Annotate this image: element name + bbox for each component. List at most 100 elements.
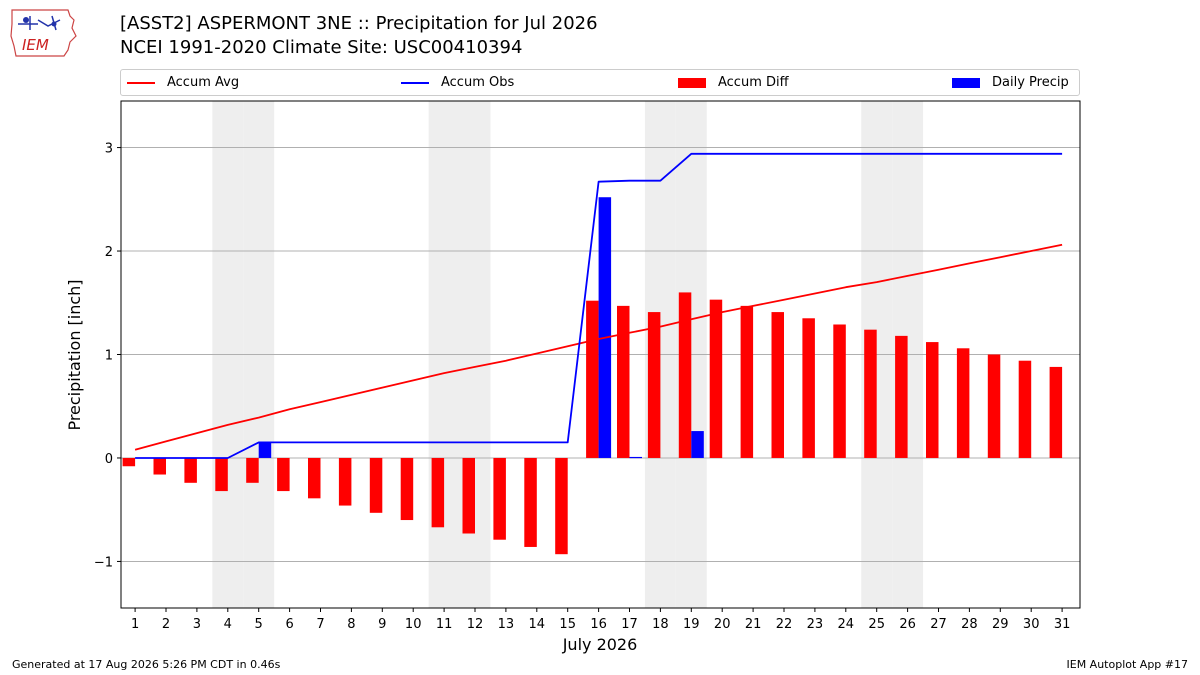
accum-diff-bar-day-28 <box>956 348 970 458</box>
legend-item-accum-diff: Accum Diff <box>678 70 789 95</box>
x-tick-label-22: 22 <box>776 617 793 632</box>
x-tick-label-5: 5 <box>255 617 263 632</box>
footer-app-text: IEM Autoplot App #17 <box>1066 658 1189 671</box>
accum-diff-bar-day-21 <box>740 305 754 458</box>
iowa-map-icon: IEM <box>10 9 77 57</box>
accum-diff-bar-day-29 <box>987 354 1001 458</box>
accum-diff-bar-day-12 <box>462 457 475 534</box>
accum-diff-bar-day-16 <box>586 300 599 458</box>
accum-diff-bar-day-11 <box>431 457 445 528</box>
y-tick-label--1: −1 <box>94 555 113 570</box>
x-tick-label-23: 23 <box>807 617 824 632</box>
x-tick-label-28: 28 <box>961 617 978 632</box>
legend-label-daily-precip: Daily Precip <box>992 75 1069 90</box>
title-line-1: [ASST2] ASPERMONT 3NE :: Precipitation f… <box>120 13 598 34</box>
accum-diff-bar-day-2 <box>153 457 166 475</box>
accum-obs-line <box>135 152 1063 459</box>
accum-diff-bar-day-27 <box>926 342 939 458</box>
legend-swatch-accum-obs <box>401 81 429 84</box>
accum-diff-bar-day-31 <box>1049 366 1063 458</box>
accum-diff-bar-day-24 <box>833 324 846 458</box>
line-series <box>134 152 1063 459</box>
x-tick-label-8: 8 <box>347 617 355 632</box>
accum-diff-bar-day-7 <box>308 457 321 499</box>
daily-precip-bar-day-5 <box>258 442 272 458</box>
x-tick-label-14: 14 <box>529 617 546 632</box>
accum-diff-bar-day-19 <box>678 292 692 458</box>
accum-diff-bar-day-18 <box>647 312 661 458</box>
y-tick-label-3: 3 <box>105 142 113 157</box>
y-axis-label: Precipitation [inch] <box>65 279 84 430</box>
x-tick-label-29: 29 <box>992 617 1009 632</box>
accum-diff-bar-day-17 <box>617 305 630 458</box>
bar-series <box>122 197 1063 555</box>
x-tick-label-13: 13 <box>498 617 515 632</box>
accum-diff-bar-day-6 <box>277 457 290 492</box>
legend-item-accum-obs: Accum Obs <box>401 70 514 95</box>
x-tick-label-3: 3 <box>193 617 201 632</box>
accum-diff-bar-day-20 <box>709 299 723 458</box>
accum-diff-bar-day-23 <box>802 318 815 458</box>
x-tick-label-26: 26 <box>899 617 916 632</box>
logo-text: IEM <box>22 36 49 54</box>
x-tick-label-11: 11 <box>436 617 453 632</box>
accum-diff-bar-day-13 <box>493 457 506 540</box>
x-tick-label-4: 4 <box>224 617 232 632</box>
y-tick-label-2: 2 <box>105 245 113 260</box>
title-line-2: NCEI 1991-2020 Climate Site: USC00410394 <box>120 37 523 58</box>
x-tick-label-21: 21 <box>745 617 762 632</box>
x-axis-label: July 2026 <box>562 635 638 654</box>
x-tick-label-18: 18 <box>652 617 669 632</box>
accum-diff-bar-day-15 <box>555 457 568 555</box>
iem-logo: IEM <box>8 6 80 58</box>
daily-precip-bar-day-16 <box>598 197 612 458</box>
x-tick-label-15: 15 <box>559 617 576 632</box>
accum-diff-bar-day-8 <box>338 457 352 506</box>
legend-item-daily-precip: Daily Precip <box>952 70 1069 95</box>
accum-avg-line <box>134 243 1063 451</box>
accum-diff-bar-day-10 <box>400 457 414 521</box>
accum-diff-bar-day-22 <box>771 312 784 458</box>
x-tick-label-9: 9 <box>378 617 386 632</box>
x-tick-label-27: 27 <box>930 617 947 632</box>
x-tick-label-16: 16 <box>590 617 607 632</box>
daily-precip-bar-day-19 <box>691 431 704 458</box>
accum-diff-bar-day-14 <box>524 457 537 547</box>
accum-diff-bar-day-4 <box>215 457 228 492</box>
x-tick-label-24: 24 <box>838 617 855 632</box>
x-tick-label-25: 25 <box>868 617 885 632</box>
legend-swatch-accum-diff <box>678 77 706 88</box>
x-tick-label-1: 1 <box>131 617 139 632</box>
legend-label-accum-diff: Accum Diff <box>718 75 789 90</box>
x-tick-label-31: 31 <box>1054 617 1071 632</box>
x-tick-label-7: 7 <box>316 617 324 632</box>
x-tick-label-2: 2 <box>162 617 170 632</box>
legend: Accum Avg Accum Obs Accum Diff Daily Pre… <box>120 69 1080 96</box>
x-tick-label-20: 20 <box>714 617 731 632</box>
x-tick-label-17: 17 <box>621 617 638 632</box>
legend-swatch-daily-precip <box>952 77 980 88</box>
legend-item-accum-avg: Accum Avg <box>127 70 239 95</box>
legend-label-accum-obs: Accum Obs <box>441 75 515 90</box>
footer-generated-text: Generated at 17 Aug 2026 5:26 PM CDT in … <box>12 658 281 671</box>
legend-label-accum-avg: Accum Avg <box>167 75 240 90</box>
accum-diff-bar-day-30 <box>1018 360 1032 458</box>
x-tick-label-12: 12 <box>467 617 484 632</box>
x-tick-label-30: 30 <box>1023 617 1040 632</box>
y-tick-label-1: 1 <box>105 349 113 364</box>
x-tick-label-19: 19 <box>683 617 700 632</box>
accum-diff-bar-day-1 <box>122 457 136 467</box>
x-tick-label-10: 10 <box>405 617 422 632</box>
legend-swatch-accum-avg <box>127 81 155 84</box>
accum-diff-bar-day-3 <box>184 457 197 483</box>
x-tick-label-6: 6 <box>285 617 293 632</box>
daily-precip-bar-day-17 <box>629 456 642 459</box>
y-tick-label-0: 0 <box>105 452 113 467</box>
accum-diff-bar-day-9 <box>369 457 383 513</box>
accum-diff-bar-day-25 <box>864 329 877 458</box>
accum-diff-bar-day-5 <box>246 457 259 483</box>
chart-title: [ASST2] ASPERMONT 3NE :: Precipitation f… <box>120 12 598 60</box>
accum-diff-bar-day-26 <box>895 335 908 458</box>
